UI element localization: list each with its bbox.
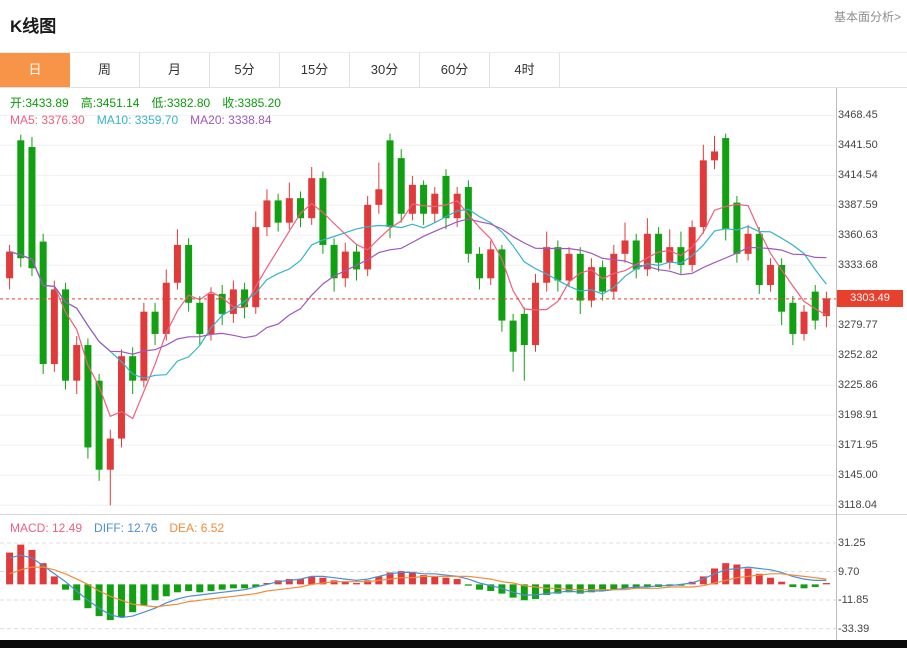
tab-30分[interactable]: 30分 — [350, 53, 420, 87]
period-tabs: 日周月 5分 15分 30分 60分 4时 — [0, 52, 907, 88]
tab-日[interactable]: 日 — [0, 53, 70, 87]
tab-60分[interactable]: 60分 — [420, 53, 490, 87]
fundamental-analysis-link[interactable]: 基本面分析> — [833, 10, 901, 24]
tab-周[interactable]: 周 — [70, 53, 140, 87]
high-legend: 高:3451.14 — [80, 96, 140, 110]
ohlc-legend: 开:3433.89 高:3451.14 低:3382.80 收:3385.20 — [10, 94, 293, 111]
macd-axis-label: 31.25 — [838, 536, 866, 549]
page-title: K线图 — [10, 17, 57, 36]
ma5-legend: MA5: 3376.30 — [10, 113, 85, 127]
macd-axis-label: -11.85 — [838, 594, 869, 607]
candlestick-chart[interactable] — [0, 88, 836, 512]
close-legend: 收:3385.20 — [222, 96, 281, 110]
macd-axis-label: -33.39 — [838, 622, 870, 635]
tab-5分[interactable]: 5分 — [210, 53, 280, 87]
current-price-badge: 3303.49 — [837, 289, 903, 307]
macd-legend: MACD: 12.49 DIFF: 12.76 DEA: 6.52 — [10, 521, 236, 535]
price-axis-label: 3118.04 — [838, 499, 877, 512]
ma10-legend: MA10: 3359.70 — [96, 113, 179, 127]
chart-divider — [0, 514, 907, 515]
price-axis-label: 3333.68 — [838, 259, 878, 272]
open-legend: 开:3433.89 — [10, 96, 69, 110]
price-axis-label: 3198.91 — [838, 409, 878, 422]
dea-legend: DEA: 6.52 — [169, 521, 225, 535]
tab-15分[interactable]: 15分 — [280, 53, 350, 87]
price-axis-label: 3360.63 — [838, 229, 878, 242]
macd-legend: MACD: 12.49 — [10, 521, 83, 535]
bottom-bar — [0, 640, 907, 648]
macd-axis-label: 9.70 — [838, 565, 860, 578]
diff-legend: DIFF: 12.76 — [94, 521, 158, 535]
price-axis-label: 3414.54 — [838, 169, 878, 182]
macd-chart[interactable] — [0, 518, 836, 638]
ma-legend: MA5: 3376.30 MA10: 3359.70 MA20: 3338.84 — [10, 113, 284, 127]
top-bar: K线图 基本面分析> — [0, 0, 907, 52]
price-axis-label: 3387.59 — [838, 199, 878, 212]
price-axis-label: 3225.86 — [838, 379, 878, 392]
ma20-legend: MA20: 3338.84 — [190, 113, 272, 127]
axis-border — [836, 88, 837, 640]
price-axis-label: 3252.82 — [838, 349, 878, 362]
price-axis-label: 3171.95 — [838, 439, 878, 452]
price-axis-label: 3441.50 — [838, 139, 878, 152]
tab-月[interactable]: 月 — [140, 53, 210, 87]
tab-4时[interactable]: 4时 — [490, 53, 560, 87]
low-legend: 低:3382.80 — [151, 96, 211, 110]
price-axis-label: 3145.00 — [838, 469, 878, 482]
price-axis-label: 3468.45 — [838, 109, 878, 122]
price-axis-label: 3279.77 — [838, 319, 878, 332]
